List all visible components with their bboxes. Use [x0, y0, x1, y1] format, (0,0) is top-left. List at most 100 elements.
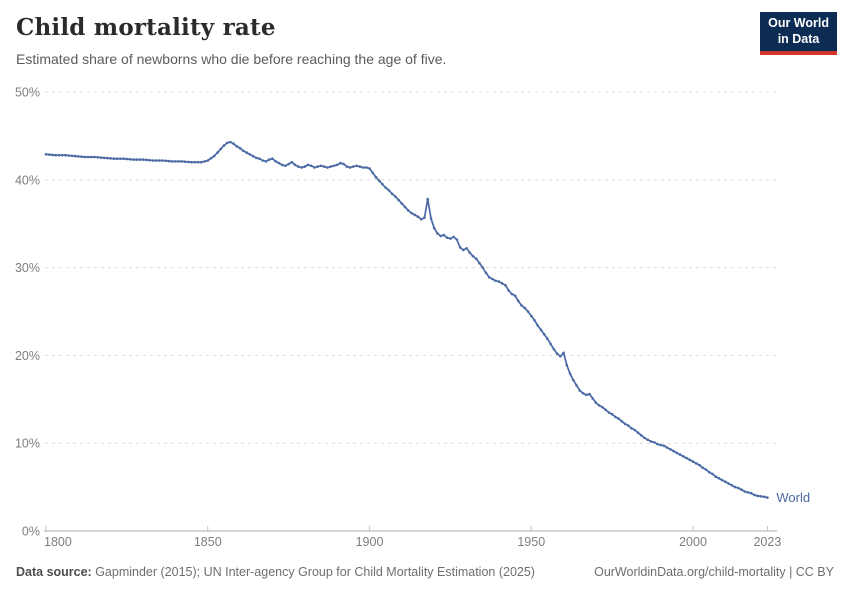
y-tick-label-30: 30% [15, 261, 40, 275]
data-point-1849 [203, 160, 206, 163]
data-point-1801 [47, 153, 51, 156]
data-point-1937 [487, 276, 491, 279]
data-point-1922 [439, 234, 443, 238]
data-point-1962 [568, 372, 572, 376]
data-point-1818 [102, 156, 106, 160]
data-point-1982 [633, 428, 637, 432]
data-point-1995 [675, 451, 679, 455]
data-point-1840 [174, 160, 177, 163]
data-point-1867 [261, 159, 265, 162]
data-point-1811 [80, 155, 83, 158]
data-point-1835 [157, 159, 161, 162]
credit-link[interactable]: OurWorldinData.org/child-mortality | CC … [594, 565, 834, 579]
data-point-1905 [384, 186, 388, 189]
data-point-1870 [271, 157, 274, 160]
data-point-1933 [475, 257, 478, 261]
data-point-1817 [99, 156, 103, 159]
data-point-1945 [513, 294, 517, 298]
data-point-1897 [358, 165, 362, 168]
data-point-1832 [148, 158, 151, 162]
data-point-1902 [374, 175, 378, 179]
data-point-1951 [533, 319, 536, 322]
data-point-1881 [306, 163, 310, 167]
data-point-2011 [727, 482, 730, 485]
data-point-1827 [132, 158, 135, 161]
data-point-1964 [575, 384, 578, 387]
data-point-1917 [423, 216, 426, 219]
data-point-1845 [190, 160, 193, 164]
data-point-1862 [245, 151, 248, 154]
data-point-1969 [591, 397, 594, 400]
data-point-1953 [539, 328, 543, 332]
data-point-1848 [200, 160, 203, 164]
data-point-1960 [562, 351, 565, 355]
data-point-1826 [128, 158, 132, 161]
data-point-1836 [161, 159, 164, 162]
data-point-1802 [51, 153, 54, 157]
data-point-2013 [733, 485, 737, 489]
data-source-note: Data source: Gapminder (2015); UN Inter-… [16, 565, 535, 579]
data-point-1957 [552, 348, 556, 351]
data-point-2015 [740, 488, 743, 492]
data-point-1971 [597, 404, 601, 407]
data-point-1913 [410, 211, 413, 215]
data-point-1972 [601, 405, 604, 409]
data-point-1929 [462, 248, 465, 252]
data-point-1991 [662, 444, 666, 448]
data-point-1824 [122, 157, 125, 160]
data-point-1936 [484, 271, 488, 275]
data-point-1948 [523, 306, 527, 310]
data-point-1907 [390, 192, 394, 196]
data-point-1916 [420, 218, 423, 221]
data-point-1892 [342, 162, 345, 166]
data-point-1842 [180, 160, 184, 163]
data-point-1989 [656, 442, 659, 446]
data-point-1888 [329, 165, 333, 168]
data-point-1820 [109, 157, 112, 160]
data-point-1934 [478, 261, 481, 265]
data-point-1822 [115, 157, 119, 160]
data-point-1896 [355, 164, 358, 168]
data-point-1910 [400, 202, 404, 205]
footer: Data source: Gapminder (2015); UN Inter-… [16, 565, 834, 579]
data-point-1869 [267, 158, 271, 161]
data-source-label: Data source: [16, 565, 92, 579]
data-point-1994 [672, 449, 675, 453]
data-point-1932 [471, 254, 475, 258]
owid-logo[interactable]: Our World in Data [760, 12, 837, 56]
data-point-2001 [694, 462, 698, 465]
data-point-1821 [112, 157, 116, 160]
data-point-1967 [584, 393, 588, 397]
data-point-2017 [746, 491, 750, 494]
data-point-1861 [242, 149, 245, 153]
data-point-1880 [303, 165, 307, 168]
data-point-1914 [413, 213, 417, 217]
data-point-1959 [559, 355, 562, 358]
data-point-1966 [581, 391, 585, 395]
data-point-1935 [481, 266, 485, 269]
data-point-1804 [57, 153, 61, 157]
data-point-1834 [154, 159, 158, 162]
data-point-2012 [730, 484, 734, 487]
data-point-1974 [607, 411, 611, 414]
x-tick-label-1850: 1850 [194, 535, 222, 549]
world-series-line[interactable] [45, 141, 768, 499]
data-point-1973 [604, 408, 607, 412]
data-point-1986 [646, 438, 649, 442]
data-point-1938 [491, 277, 494, 281]
data-point-1889 [332, 164, 336, 168]
data-point-1952 [536, 324, 539, 327]
data-point-1999 [688, 458, 692, 462]
data-point-1904 [381, 182, 384, 186]
data-point-1874 [284, 164, 287, 168]
data-point-2007 [714, 475, 717, 478]
data-point-1976 [614, 415, 617, 419]
data-point-1946 [517, 299, 520, 303]
data-point-1931 [468, 251, 472, 254]
data-point-1911 [403, 205, 407, 209]
data-point-1812 [83, 155, 87, 159]
series-label[interactable]: World [776, 490, 810, 505]
data-point-1925 [449, 237, 452, 240]
data-point-2021 [759, 495, 763, 498]
